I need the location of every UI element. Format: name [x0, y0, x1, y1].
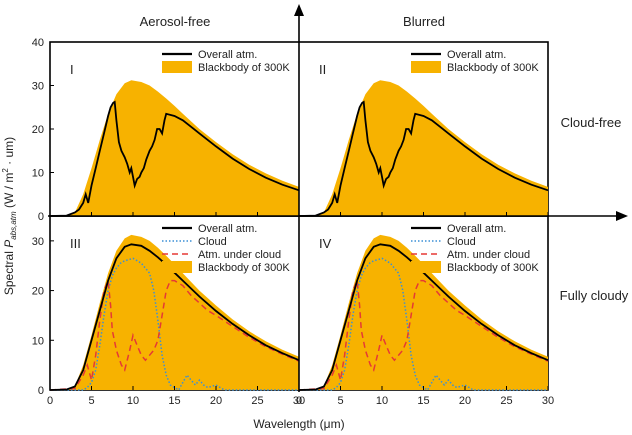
blackbody-area — [50, 234, 299, 390]
x-tick-label: 10 — [127, 395, 139, 407]
y-tick-label: 30 — [32, 236, 44, 248]
legend-label: Blackbody of 300K — [198, 262, 290, 274]
blackbody-area — [299, 234, 548, 390]
y-tick-label: 10 — [32, 168, 44, 180]
x-tick-label: 5 — [337, 395, 343, 407]
row-title-cloud-free: Cloud-free — [561, 115, 622, 130]
legend-label: Cloud — [447, 236, 476, 248]
under-cloud-line — [298, 279, 549, 391]
y-tick-label: 20 — [32, 286, 44, 298]
legend-label: Atm. under cloud — [198, 249, 281, 261]
y-tick-label: 10 — [32, 335, 44, 347]
panels-layer — [49, 80, 549, 392]
x-tick-label: 30 — [293, 395, 305, 407]
x-tick-label: 5 — [88, 395, 94, 407]
cloud-line — [299, 257, 548, 392]
legend-label: Overall atm. — [447, 223, 506, 235]
legend-label: Blackbody of 300K — [447, 262, 539, 274]
y-axis-title: Spectral Pabs,atm (W / m2 · um) — [1, 137, 18, 295]
legend-label: Blackbody of 300K — [447, 62, 539, 74]
quadrant-arrows — [48, 4, 628, 392]
x-tick-label: 20 — [210, 395, 222, 407]
legend-swatch-blackbody — [411, 261, 441, 273]
x-tick-label: 0 — [296, 395, 302, 407]
column-title-blurred: Blurred — [403, 14, 445, 29]
y-axis-title-prefix: Spectral — [2, 248, 16, 295]
panel-I — [49, 80, 300, 217]
legend-swatch-blackbody — [162, 261, 192, 273]
y-tick-label: 0 — [38, 211, 44, 223]
legend-swatch-blackbody — [162, 61, 192, 73]
panel-numeral-III: III — [70, 236, 81, 251]
y-tick-label: 0 — [38, 385, 44, 397]
legend-label: Overall atm. — [447, 49, 506, 61]
y-axis-title-subscript: abs,atm — [9, 211, 18, 240]
legend-label: Overall atm. — [198, 49, 257, 61]
legend-label: Atm. under cloud — [447, 249, 530, 261]
y-tick-label: 40 — [32, 37, 44, 49]
x-tick-label: 10 — [376, 395, 388, 407]
legend-label: Blackbody of 300K — [198, 62, 290, 74]
panel-IV — [298, 234, 549, 392]
x-tick-label: 0 — [47, 395, 53, 407]
x-tick-label: 15 — [417, 395, 429, 407]
up-arrowhead — [294, 4, 304, 16]
panel-II — [298, 80, 549, 217]
x-tick-label: 25 — [251, 395, 263, 407]
y-axis-title-superscript: 2 — [1, 168, 10, 173]
y-axis-title-units-end: · um) — [2, 137, 16, 168]
x-tick-label: 15 — [168, 395, 180, 407]
legend-label: Overall atm. — [198, 223, 257, 235]
overall-atm-line — [49, 100, 300, 217]
blackbody-area — [50, 80, 299, 216]
legend-swatch-blackbody — [411, 61, 441, 73]
column-title-aerosol-free: Aerosol-free — [140, 14, 211, 29]
x-tick-label: 20 — [459, 395, 471, 407]
y-axis-title-symbol: P — [2, 240, 16, 248]
under-cloud-line — [49, 279, 300, 391]
panel-numeral-I: I — [70, 62, 74, 77]
x-tick-label: 30 — [542, 395, 554, 407]
y-axis-title-units: (W / m — [2, 173, 16, 212]
legend-panel-I: Overall atm.Blackbody of 300K — [162, 49, 290, 74]
legend-label: Cloud — [198, 236, 227, 248]
panel-numeral-IV: IV — [319, 236, 332, 251]
row-title-fully-cloudy: Fully cloudy — [560, 288, 629, 303]
y-tick-label: 20 — [32, 124, 44, 136]
legend-panel-II: Overall atm.Blackbody of 300K — [411, 49, 539, 74]
right-arrowhead — [616, 211, 628, 221]
overall-atm-line — [298, 243, 549, 391]
y-tick-label: 30 — [32, 81, 44, 93]
cloud-line — [50, 257, 299, 392]
x-tick-label: 25 — [500, 395, 512, 407]
overall-atm-line — [298, 100, 549, 217]
panel-numeral-II: II — [319, 62, 326, 77]
panel-III — [49, 234, 300, 392]
blackbody-area — [299, 80, 548, 216]
x-axis-title: Wavelength (μm) — [253, 417, 344, 431]
overall-atm-line — [49, 243, 300, 391]
